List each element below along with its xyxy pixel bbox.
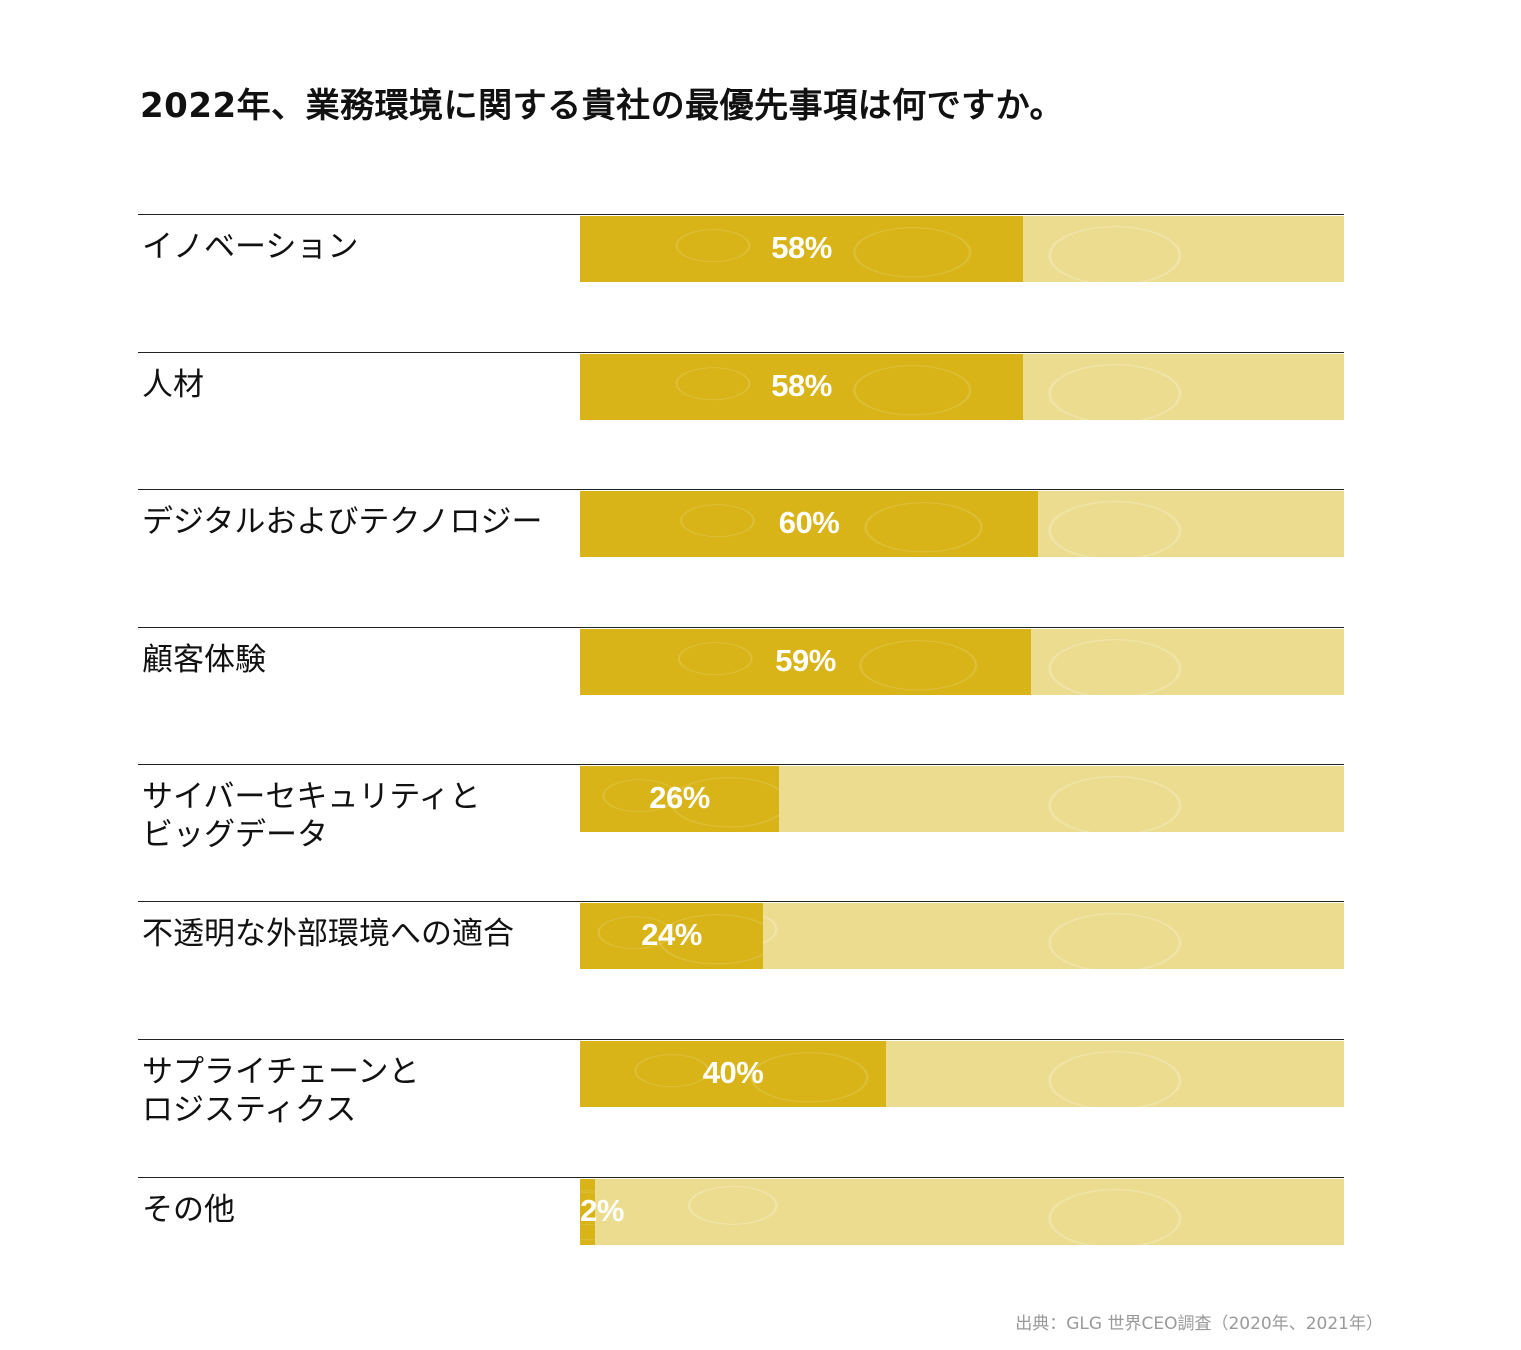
bar-row: その他 2% [0,1177,1521,1287]
category-label: 不透明な外部環境への適合 [142,916,514,952]
category-label: 人材 [142,367,204,403]
chart-title: 2022年、業務環境に関する貴社の最優先事項は何ですか。 [140,86,1064,126]
row-divider [138,214,1344,215]
value-label: 24% [641,917,702,952]
value-label: 40% [702,1055,764,1090]
bar-fill [580,1041,886,1107]
bar-track: 40% [580,1041,1344,1107]
category-label: 顧客体験 [142,642,266,678]
row-divider [138,352,1344,353]
bar-fill [580,354,1023,420]
value-label: 58% [771,230,832,265]
row-divider [138,1177,1344,1178]
bar-track: 58% [580,354,1344,420]
bar-track: 2% [580,1179,1344,1245]
row-divider [138,764,1344,765]
value-label: 2% [580,1193,624,1228]
category-label: サイバーセキュリティと ビッグデータ [142,779,481,853]
category-label: デジタルおよびテクノロジー [142,504,543,540]
value-label: 58% [771,368,832,403]
bar-fill [580,491,1038,557]
bar-fill [580,1179,595,1245]
bar-row: デジタルおよびテクノロジー 60% [0,489,1521,599]
value-label: 60% [778,505,840,540]
row-divider [138,627,1344,628]
row-divider [138,1039,1344,1040]
category-label: イノベーション [142,229,359,265]
value-label: 26% [649,780,710,815]
value-label: 59% [775,643,836,678]
bar-fill [580,766,779,832]
bar-row: 不透明な外部環境への適合 24% [0,901,1521,1011]
bar-track: 26% [580,766,1344,832]
category-label: その他 [142,1192,235,1228]
bar-row: イノベーション 58% [0,214,1521,324]
bar-fill [580,216,1023,282]
bar-row: 顧客体験 59% [0,627,1521,737]
row-divider [138,489,1344,490]
bar-row: サイバーセキュリティと ビッグデータ 26% [0,764,1521,874]
bar-track: 59% [580,629,1344,695]
bar-fill [580,629,1031,695]
bar-track: 60% [580,491,1344,557]
bar-row: 人材 58% [0,352,1521,462]
bar-track: 24% [580,903,1344,969]
bar-row: サプライチェーンと ロジスティクス 40% [0,1039,1521,1149]
row-divider [138,901,1344,902]
bar-track: 58% [580,216,1344,282]
category-label: サプライチェーンと ロジスティクス [142,1054,420,1128]
source-note: 出典：GLG 世界CEO調査（2020年、2021年） [1015,1314,1383,1334]
bar-fill [580,903,763,969]
